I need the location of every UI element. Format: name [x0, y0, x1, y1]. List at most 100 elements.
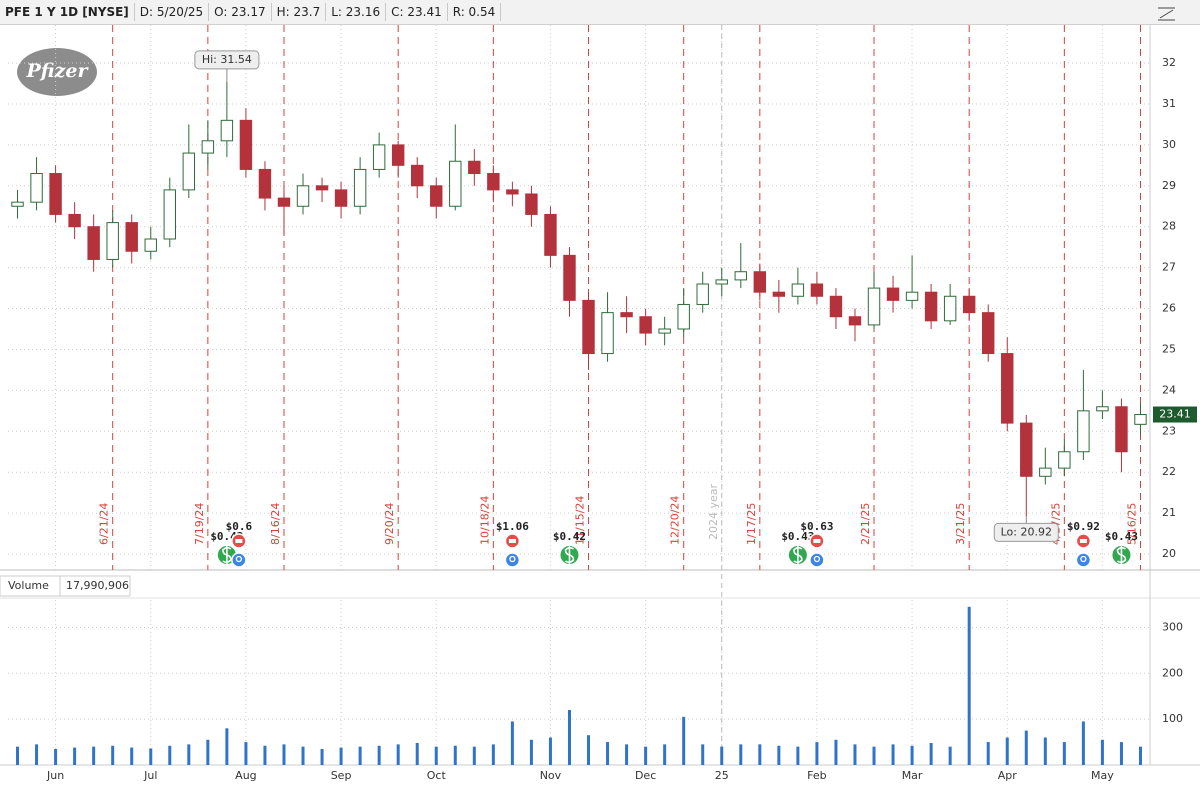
volume-bar — [263, 745, 267, 765]
candle-body — [829, 295, 843, 318]
earnings-label: $0.63 — [800, 520, 833, 533]
candle-body — [430, 185, 443, 207]
volume-bar — [54, 748, 58, 765]
volume-bar — [225, 728, 229, 765]
volume-bar — [853, 744, 857, 765]
candle-body — [715, 279, 728, 285]
volume-bar — [587, 735, 591, 765]
x-tick-label: Apr — [998, 769, 1018, 782]
volume-bar — [491, 744, 495, 765]
volume-bar — [149, 748, 153, 765]
estimate-icon — [1075, 552, 1092, 568]
earnings-glyph — [508, 539, 516, 543]
dividend-label: $0.42 — [553, 530, 586, 543]
logo-text: Pfizer — [26, 60, 90, 82]
volume-bar — [606, 742, 610, 765]
x-tick-label: 25 — [715, 769, 729, 782]
volume-bar — [1005, 737, 1009, 765]
volume-bar — [834, 739, 838, 765]
x-tick-label: Oct — [427, 769, 447, 782]
candle-body — [905, 291, 919, 301]
candle-body — [68, 213, 81, 228]
y-tick-label: 25 — [1162, 342, 1176, 355]
candle-body — [11, 201, 24, 207]
volume-bar — [244, 742, 248, 765]
expiration-label: 5/16/25 — [1125, 503, 1138, 545]
candle-body — [982, 312, 995, 355]
candle-body — [544, 213, 557, 256]
expiration-label: 10/18/24 — [478, 496, 491, 545]
y-tick-label: 32 — [1162, 56, 1176, 69]
candle-body — [87, 226, 100, 260]
volume-bar — [739, 744, 743, 765]
volume-bar — [1024, 730, 1028, 765]
candle-body — [810, 283, 824, 297]
estimate-glyph — [235, 555, 243, 563]
volume-bar — [1138, 746, 1142, 765]
expiration-label: 8/16/24 — [269, 503, 282, 545]
drawing-icon — [1158, 7, 1175, 21]
volume-bar — [910, 745, 914, 765]
y-tick-label: 23 — [1162, 424, 1176, 437]
dividend-glyph — [222, 545, 232, 565]
volume-bar — [510, 721, 514, 765]
y-tick-label: 26 — [1162, 302, 1176, 315]
candle-body — [639, 316, 652, 334]
volume-bar — [663, 744, 667, 765]
range: R: 0.54 — [448, 3, 502, 21]
candle-body — [1096, 406, 1109, 412]
date: D: 5/20/25 — [135, 3, 210, 21]
volume-bar — [73, 747, 77, 765]
close: C: 23.41 — [386, 3, 448, 21]
volume-bar — [130, 747, 134, 765]
expiration-label: 7/19/24 — [193, 503, 206, 545]
dividend-glyph — [1116, 545, 1127, 565]
dividend-label: $0.43 — [1105, 530, 1138, 543]
estimate-glyph — [1080, 555, 1087, 563]
candle-body — [753, 271, 767, 293]
high: H: 23.7 — [272, 3, 327, 21]
earnings-label: $0.6 — [226, 520, 253, 533]
earnings-glyph — [813, 539, 821, 543]
candle-body — [277, 197, 291, 207]
volume-bar — [872, 746, 876, 765]
candle-body — [943, 295, 957, 322]
x-tick-label: Dec — [635, 769, 656, 782]
expiration-label: 3/21/25 — [954, 503, 967, 545]
symbol[interactable]: PFE 1 Y 1D [NYSE] — [0, 3, 135, 21]
volume-bar — [434, 746, 438, 765]
estimate-glyph — [813, 555, 821, 563]
volume-bar — [1043, 737, 1047, 765]
volume-bar — [339, 747, 343, 765]
candle-body — [506, 189, 519, 195]
x-tick-label: Aug — [235, 769, 256, 782]
candle-body — [163, 189, 176, 240]
candle-body — [220, 119, 234, 142]
y-tick-label: 21 — [1162, 506, 1176, 519]
annotation-label: Hi: 31.54 — [202, 53, 252, 66]
candle-body — [1039, 467, 1052, 477]
volume-header — [0, 575, 131, 597]
candle-body — [258, 168, 272, 199]
estimate-icon — [809, 552, 825, 568]
dividend-label: $0.43 — [781, 530, 814, 543]
earnings-label: $1.06 — [496, 520, 529, 533]
volume-bar — [1081, 721, 1085, 765]
candle-body — [620, 312, 633, 318]
volume-bar — [396, 744, 400, 765]
candle-body — [658, 328, 671, 334]
candle-body — [487, 173, 500, 191]
candle-body — [144, 238, 157, 252]
volume-bar — [92, 746, 96, 765]
annotation-box — [993, 522, 1059, 542]
expiration-label: 2/21/25 — [859, 503, 872, 545]
x-tick-label: Sep — [331, 769, 352, 782]
y-tick-label: 100 — [1162, 712, 1183, 725]
volume-bar — [529, 739, 533, 765]
candle-body — [1020, 422, 1033, 477]
volume-bar — [1100, 739, 1104, 765]
earnings-glyph — [1079, 539, 1087, 543]
candle-body — [334, 189, 348, 207]
candle-body — [601, 312, 614, 355]
